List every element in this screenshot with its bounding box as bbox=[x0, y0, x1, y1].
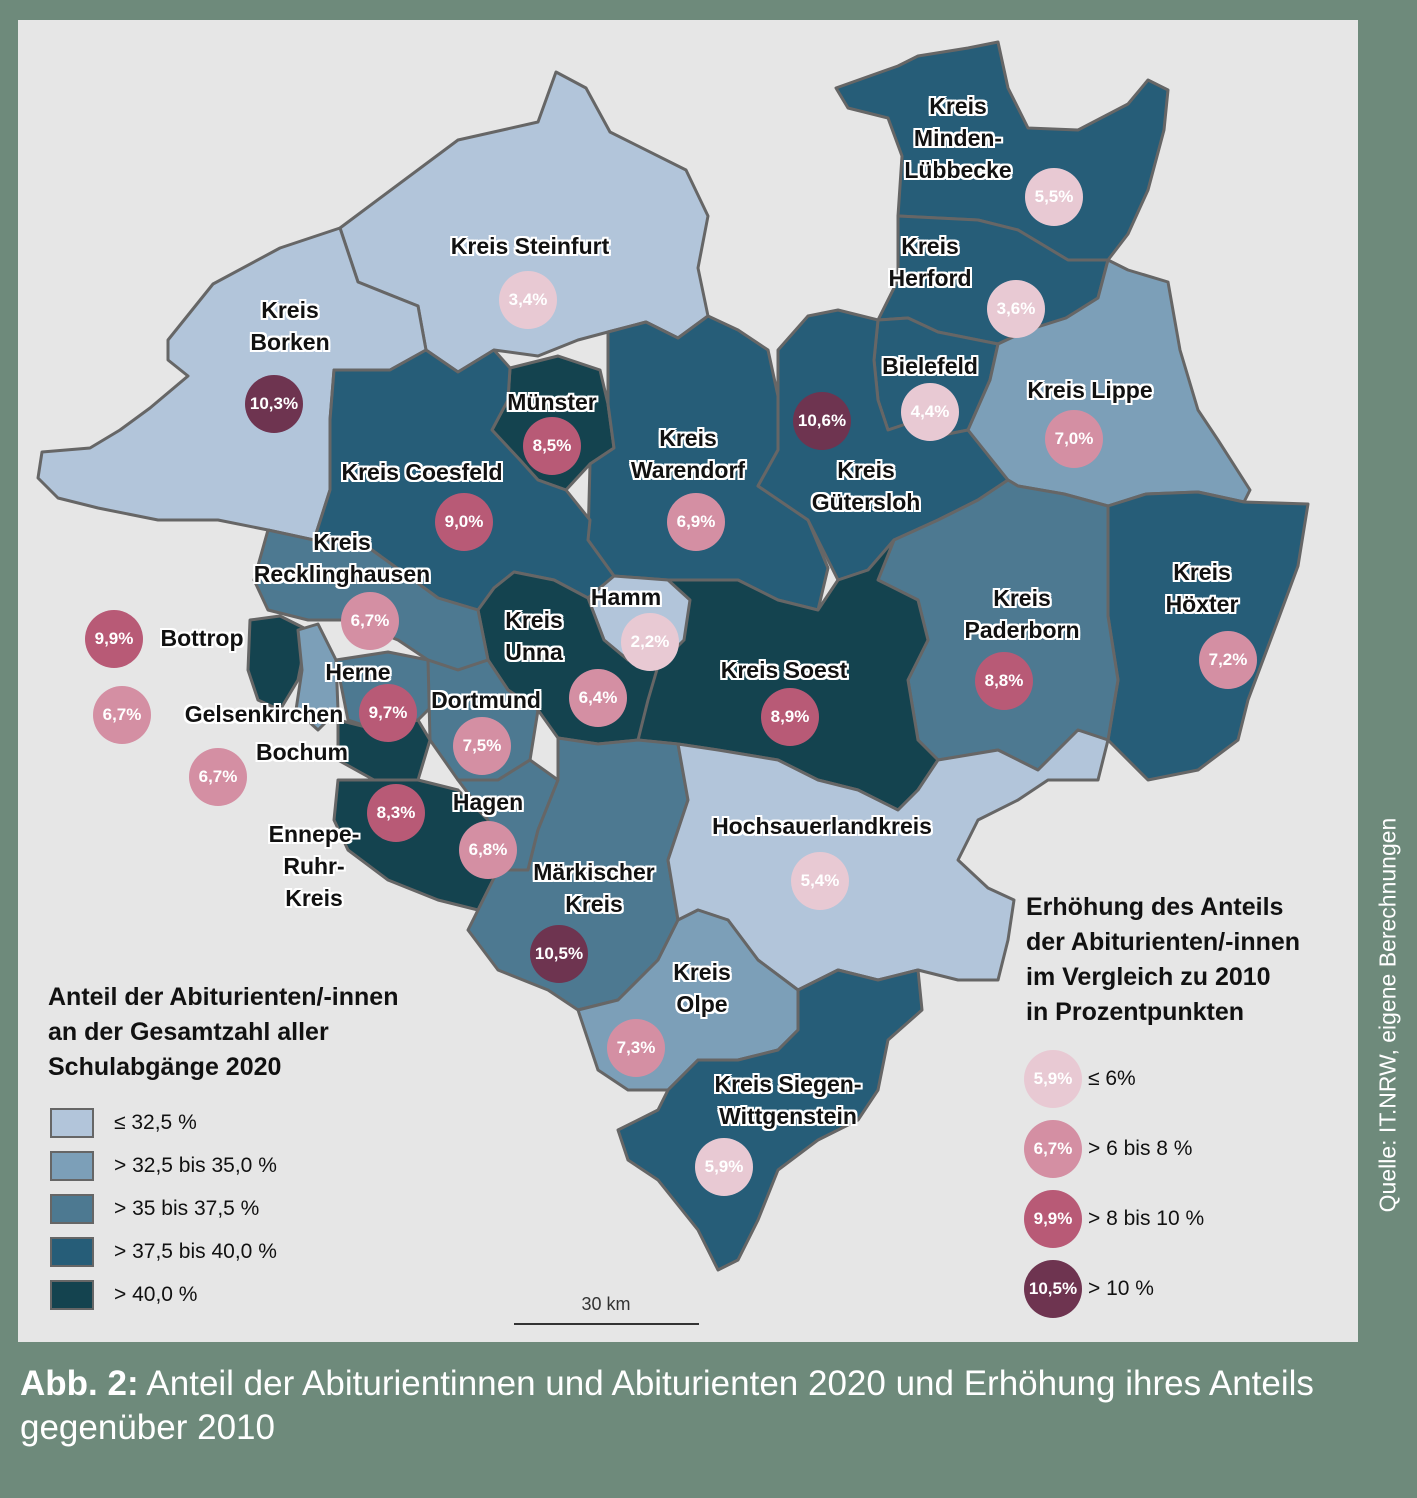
region-label-kreis-paderborn: Kreis Paderborn bbox=[964, 585, 1080, 643]
increase-bubble-kreis-recklinghausen: 6,7% bbox=[341, 592, 399, 650]
increase-bubble-kreis-steinfurt: 3,4% bbox=[499, 271, 557, 329]
share-legend-swatch bbox=[50, 1280, 94, 1310]
increase-bubble-bottrop: 9,9% bbox=[85, 610, 143, 668]
increase-bubble-kreis-minden-luebbecke: 5,5% bbox=[1025, 168, 1083, 226]
region-label-kreis-steinfurt: Kreis Steinfurt bbox=[450, 233, 610, 259]
increase-bubble-bochum: 6,7% bbox=[189, 748, 247, 806]
scale-bar: 30 km bbox=[514, 1294, 699, 1325]
scale-bar-label: 30 km bbox=[581, 1294, 630, 1314]
nrw-choropleth-map: 30 km bbox=[36, 40, 1310, 1325]
region-label-kreis-lippe: Kreis Lippe bbox=[1027, 377, 1153, 403]
increase-bubble-kreis-siegen-wittgenstein: 5,9% bbox=[695, 1138, 753, 1196]
region-label-kreis-minden-luebbecke: Kreis Minden- Lübbecke bbox=[904, 93, 1012, 183]
increase-legend-item: 5,9% ≤ 6% bbox=[1024, 1050, 1136, 1108]
increase-legend-sample: 9,9% bbox=[1024, 1190, 1082, 1248]
share-legend-item: > 35 bis 37,5 % bbox=[50, 1194, 259, 1224]
increase-bubble-kreis-warendorf: 6,9% bbox=[667, 493, 725, 551]
increase-legend-sample: 6,7% bbox=[1024, 1120, 1082, 1178]
region-label-kreis-guetersloh: Kreis Gütersloh bbox=[811, 457, 921, 515]
region-label-hochsauerlandkreis: Hochsauerlandkreis bbox=[712, 813, 932, 839]
increase-bubble-ennepe-ruhr-kreis: 8,3% bbox=[367, 784, 425, 842]
region-label-kreis-unna: Kreis Unna bbox=[505, 607, 563, 665]
region-label-bielefeld: Bielefeld bbox=[882, 353, 978, 379]
share-legend-item: ≤ 32,5 % bbox=[50, 1108, 197, 1138]
increase-bubble-dortmund: 7,5% bbox=[453, 717, 511, 775]
increase-bubble-herne: 9,7% bbox=[359, 684, 417, 742]
region-label-kreis-recklinghausen: Kreis Recklinghausen bbox=[253, 529, 431, 587]
region-label-herne: Herne bbox=[325, 659, 391, 685]
increase-bubble-bielefeld: 4,4% bbox=[901, 383, 959, 441]
increase-bubble-kreis-coesfeld: 9,0% bbox=[435, 493, 493, 551]
increase-bubble-hagen: 6,8% bbox=[459, 821, 517, 879]
region-label-kreis-warendorf: Kreis Warendorf bbox=[630, 425, 746, 483]
region-kreis-minden-luebbecke bbox=[834, 40, 1170, 262]
region-label-ennepe-ruhr-kreis: Ennepe- Ruhr- Kreis bbox=[268, 821, 360, 911]
share-legend-swatch bbox=[50, 1151, 94, 1181]
increase-legend-label: > 10 % bbox=[1088, 1277, 1154, 1300]
share-legend-item: > 32,5 bis 35,0 % bbox=[50, 1151, 277, 1181]
region-label-maerkischer-kreis: Märkischer Kreis bbox=[533, 859, 655, 917]
share-legend-label: > 37,5 bis 40,0 % bbox=[114, 1240, 277, 1263]
region-label-muenster: Münster bbox=[507, 389, 597, 415]
caption-text: Anteil der Abiturientinnen und Abiturien… bbox=[20, 1364, 1314, 1447]
increase-bubble-kreis-guetersloh: 10,6% bbox=[793, 392, 851, 450]
increase-bubble-hamm: 2,2% bbox=[621, 613, 679, 671]
region-label-kreis-siegen-wittgenstein: Kreis Siegen- Wittgenstein bbox=[714, 1071, 862, 1129]
increase-bubble-kreis-unna: 6,4% bbox=[569, 669, 627, 727]
increase-legend-item: 9,9% > 8 bis 10 % bbox=[1024, 1190, 1204, 1248]
caption-prefix: Abb. 2: bbox=[20, 1364, 139, 1403]
region-label-kreis-coesfeld: Kreis Coesfeld bbox=[341, 459, 503, 485]
region-label-hamm: Hamm bbox=[590, 584, 662, 610]
region-label-gelsenkirchen: Gelsenkirchen bbox=[184, 701, 344, 727]
region-label-dortmund: Dortmund bbox=[431, 687, 541, 713]
share-legend-title: Anteil der Abiturienten/-innen an der Ge… bbox=[48, 983, 399, 1081]
increase-legend-item: 6,7% > 6 bis 8 % bbox=[1024, 1120, 1192, 1178]
increase-legend-label: ≤ 6% bbox=[1088, 1067, 1136, 1090]
region-label-bochum: Bochum bbox=[256, 739, 348, 765]
increase-bubble-kreis-soest: 8,9% bbox=[761, 688, 819, 746]
increase-bubble-hochsauerlandkreis: 5,4% bbox=[791, 852, 849, 910]
increase-bubble-kreis-hoexter: 7,2% bbox=[1199, 631, 1257, 689]
region-bottrop bbox=[246, 614, 310, 712]
region-label-hagen: Hagen bbox=[452, 789, 524, 815]
increase-bubble-gelsenkirchen: 6,7% bbox=[93, 686, 151, 744]
share-legend-label: ≤ 32,5 % bbox=[114, 1111, 197, 1134]
region-kreis-hoexter bbox=[1106, 490, 1310, 782]
share-legend-swatch bbox=[50, 1194, 94, 1224]
share-legend-item: > 40,0 % bbox=[50, 1280, 197, 1310]
region-gelsenkirchen bbox=[294, 622, 340, 732]
region-label-bottrop: Bottrop bbox=[160, 625, 244, 651]
increase-legend-label: > 6 bis 8 % bbox=[1088, 1137, 1193, 1160]
increase-legend-label: > 8 bis 10 % bbox=[1088, 1207, 1205, 1230]
increase-bubble-kreis-herford: 3,6% bbox=[987, 280, 1045, 338]
increase-bubble-maerkischer-kreis: 10,5% bbox=[530, 925, 588, 983]
share-legend-item: > 37,5 bis 40,0 % bbox=[50, 1237, 277, 1267]
map-panel: 30 km Kreis Steinfurt Kreis Borken Münster… bbox=[18, 20, 1358, 1342]
region-label-kreis-hoexter: Kreis Höxter bbox=[1165, 559, 1239, 617]
increase-bubble-kreis-borken: 10,3% bbox=[245, 375, 303, 433]
increase-legend-sample: 5,9% bbox=[1024, 1050, 1082, 1108]
region-label-kreis-herford: Kreis Herford bbox=[888, 233, 972, 291]
region-label-kreis-borken: Kreis Borken bbox=[250, 297, 330, 355]
increase-bubble-muenster: 8,5% bbox=[523, 417, 581, 475]
increase-legend-title: Erhöhung des Anteils der Abiturienten/-i… bbox=[1026, 893, 1301, 1026]
share-legend-swatch bbox=[50, 1108, 94, 1138]
increase-bubble-kreis-paderborn: 8,8% bbox=[975, 652, 1033, 710]
region-label-kreis-soest: Kreis Soest bbox=[720, 657, 848, 683]
source-note: Quelle: IT.NRW, eigene Berechnungen bbox=[1374, 817, 1401, 1213]
share-legend-label: > 35 bis 37,5 % bbox=[114, 1197, 260, 1220]
increase-legend-sample: 10,5% bbox=[1024, 1260, 1082, 1318]
region-label-kreis-olpe: Kreis Olpe bbox=[673, 959, 731, 1017]
increase-legend-item: 10,5% > 10 % bbox=[1024, 1260, 1154, 1318]
region-kreis-siegen-wittgenstein bbox=[616, 968, 924, 1272]
increase-bubble-kreis-lippe: 7,0% bbox=[1045, 410, 1103, 468]
increase-bubble-kreis-olpe: 7,3% bbox=[607, 1019, 665, 1077]
region-kreis-warendorf bbox=[586, 314, 830, 612]
share-legend-swatch bbox=[50, 1237, 94, 1267]
figure-caption: Abb. 2: Anteil der Abiturientinnen und A… bbox=[20, 1362, 1400, 1450]
share-legend-label: > 40,0 % bbox=[114, 1283, 198, 1306]
share-legend-label: > 32,5 bis 35,0 % bbox=[114, 1154, 277, 1177]
